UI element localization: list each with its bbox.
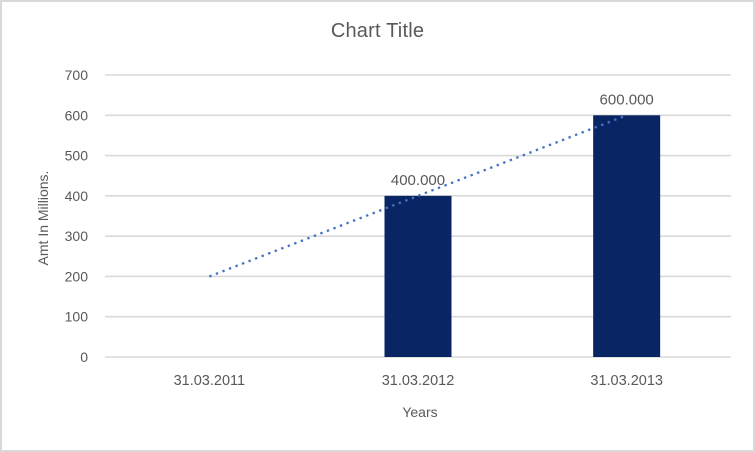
y-tick-label: 0 — [80, 349, 88, 365]
y-tick-label: 700 — [65, 67, 89, 83]
data-label: 400.000 — [391, 172, 445, 189]
y-tick-label: 500 — [65, 148, 89, 164]
x-category-label: 31.03.2012 — [382, 373, 455, 389]
y-tick-label: 600 — [65, 107, 89, 123]
bar[interactable] — [593, 115, 661, 358]
chart-title: Chart Title — [330, 20, 425, 42]
y-tick-label: 100 — [65, 309, 89, 325]
trendline[interactable] — [208, 114, 628, 278]
x-category-label: 31.03.2013 — [590, 373, 663, 389]
data-label: 600.000 — [600, 91, 654, 108]
y-tick-label: 300 — [65, 228, 89, 244]
y-tick-label: 200 — [65, 268, 89, 284]
x-axis-title: Years — [402, 404, 438, 420]
bar[interactable] — [384, 195, 452, 357]
y-tick-label: 400 — [65, 188, 89, 204]
x-category-label: 31.03.2011 — [174, 373, 246, 389]
